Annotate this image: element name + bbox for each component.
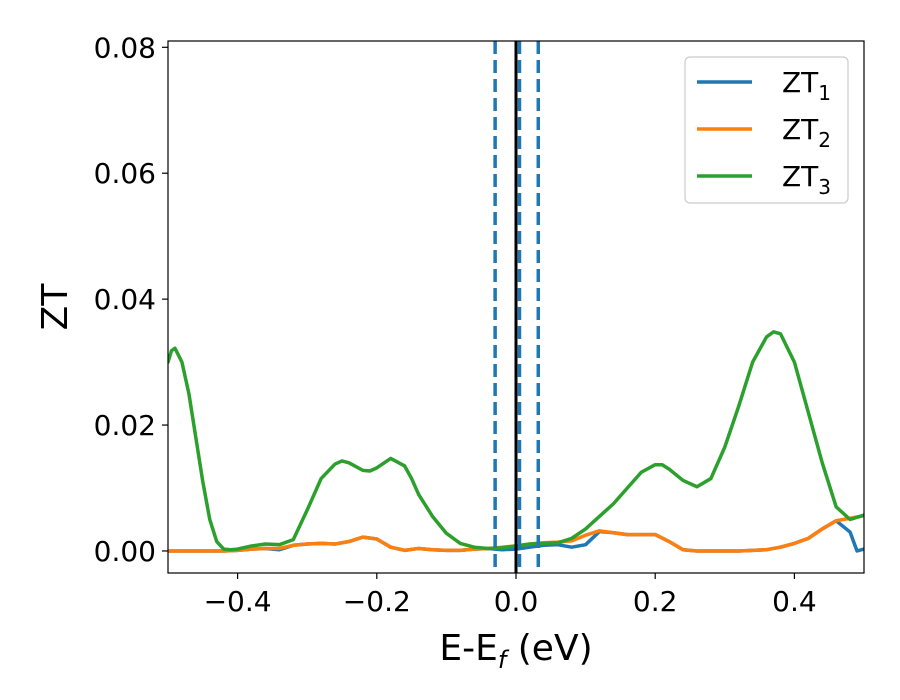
legend-label-1: ZT1 — [782, 66, 831, 105]
x-axis: −0.4 −0.2 0.0 0.2 0.4 — [204, 573, 817, 618]
x-axis-label: E-Ef (eV) — [439, 628, 592, 674]
legend: ZT1 ZT2 ZT3 — [684, 56, 849, 204]
x-axis-label-unit: (eV) — [506, 628, 592, 669]
vline-layer — [493, 41, 541, 573]
series-line-zt3 — [168, 330, 864, 552]
y-tick-label: 0.00 — [94, 535, 156, 568]
x-tick-label: 0.2 — [633, 585, 678, 618]
y-axis: 0.00 0.02 0.04 0.06 0.08 — [94, 31, 168, 568]
legend-label-2: ZT2 — [782, 113, 831, 152]
legend-box — [684, 56, 849, 204]
y-axis-label: ZT — [35, 283, 76, 331]
x-tick-label: −0.2 — [343, 585, 411, 618]
x-axis-label-base: E-E — [439, 628, 497, 669]
x-tick-label: −0.4 — [204, 585, 272, 618]
y-tick-label: 0.02 — [94, 409, 156, 442]
x-tick-label: 0.0 — [494, 585, 539, 618]
y-tick-label: 0.06 — [94, 157, 156, 190]
legend-label-3: ZT3 — [782, 160, 831, 199]
y-tick-label: 0.08 — [94, 31, 156, 64]
y-tick-label: 0.04 — [94, 283, 156, 316]
x-tick-label: 0.4 — [772, 585, 817, 618]
